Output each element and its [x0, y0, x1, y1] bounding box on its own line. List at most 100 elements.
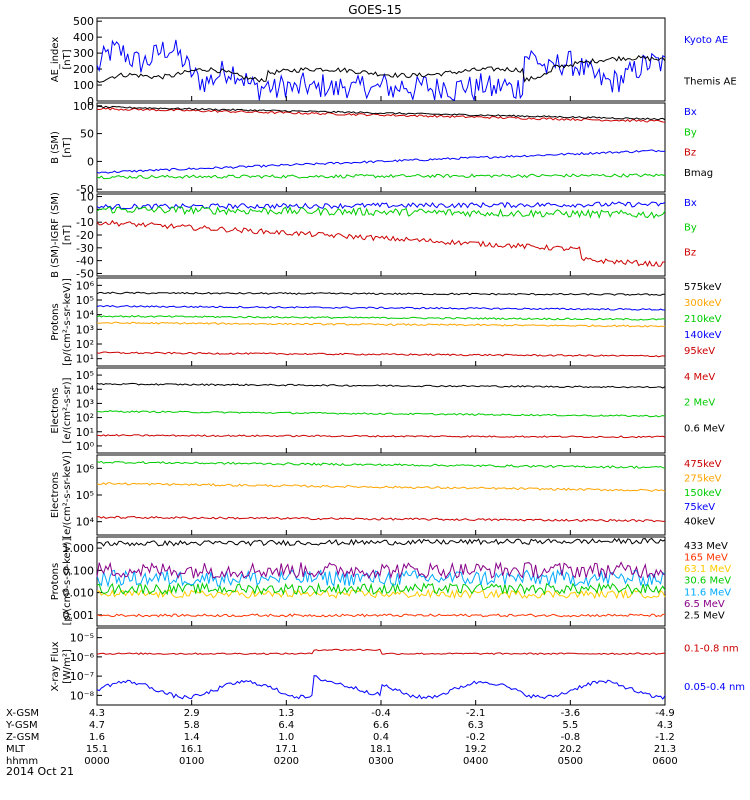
ylabel: X-ray Flux [50, 641, 61, 691]
panel-frame [96, 17, 666, 102]
series-line-Kyoto-AE [96, 39, 666, 101]
footer-cell: 6.4 [278, 720, 294, 731]
yunit: [e/(cm²-s-sr-keV)] [62, 451, 73, 539]
ytick-label: 10⁵ [76, 489, 94, 502]
legend-entry: 95keV [684, 346, 715, 357]
footer-cell: 1.6 [89, 732, 105, 743]
ytick-label: 10⁻⁶ [70, 651, 95, 664]
footer-cell: 4.7 [89, 720, 105, 731]
footer-cell: 4.3 [89, 708, 105, 719]
ylabel: Protons [50, 303, 61, 340]
ytick-label: -10 [76, 216, 94, 229]
footer-cell: 0000 [84, 756, 109, 767]
footer-cell: 2.9 [184, 708, 200, 719]
legend-entry: 75keV [684, 502, 715, 513]
footer-cell: 16.1 [181, 744, 203, 755]
legend-entry: 140keV [684, 330, 722, 341]
legend-entry: Bx [684, 107, 697, 118]
footer-cell: 6.6 [373, 720, 389, 731]
footer-cell: -4.9 [655, 708, 675, 719]
panel-2: -50 0 50 100 B (SM) [nT] Bx By Bz Bmag [50, 100, 713, 196]
panel-1: 0 100 200 300 400 500 AE_index [nT] Kyoto AE Them… [50, 15, 737, 108]
ylabel: Electrons [50, 387, 61, 433]
legend-entry: 40keV [684, 517, 715, 528]
date-label: 2014 Oct 21 [6, 765, 74, 778]
legend-entry: Bx [684, 198, 697, 209]
legend-entry: 165 MeV [684, 553, 728, 564]
series-line-Bx [96, 201, 666, 211]
footer-cell: 21.3 [654, 744, 676, 755]
ytick-label: 10³ [76, 323, 94, 336]
ytick-label: 100 [73, 100, 94, 113]
ytick-label: 500 [73, 15, 94, 28]
ytick-label: 1.000 [63, 542, 95, 555]
series-line-11.6-MeV [96, 568, 666, 588]
footer-cell: 1.4 [184, 732, 200, 743]
ylabel: Protons [50, 563, 61, 600]
footer-cell: -1.2 [655, 732, 675, 743]
series-line-0.1-0.8-nm [96, 648, 666, 655]
footer-cell: 17.1 [275, 744, 297, 755]
yunit: [nT] [62, 137, 73, 157]
ytick-label: 10⁴ [76, 516, 95, 529]
series-line-300keV [96, 321, 666, 328]
ytick-label: -50 [76, 267, 94, 280]
ylabel: AE_index [50, 37, 61, 83]
legend-entry: By [684, 223, 697, 234]
legend-entry: 30.6 MeV [684, 576, 731, 587]
legend-entry: 2.5 MeV [684, 610, 725, 621]
footer-cell: 0400 [463, 756, 488, 767]
ytick-label: 10² [76, 412, 94, 425]
ytick-label: -20 [76, 229, 94, 242]
footer-cell: 0.4 [373, 732, 389, 743]
footer-cell: 0200 [274, 756, 299, 767]
footer-label: Z-GSM [6, 732, 39, 743]
ytick-label: -40 [76, 255, 94, 268]
ytick-label: 400 [73, 31, 94, 44]
series-line-Bmag [96, 105, 666, 121]
ytick-label: 10⁴ [76, 309, 95, 322]
ytick-label: 0 [87, 95, 94, 108]
footer-cell: -0.2 [466, 732, 486, 743]
footer-cell: -0.8 [561, 732, 581, 743]
ylabel: Electrons [50, 472, 61, 518]
ytick-label: 100 [73, 79, 94, 92]
footer-label: MLT [6, 744, 26, 755]
yunit: [nT] [62, 225, 73, 245]
yunit: [W/m²] [62, 649, 73, 684]
footer-label: Y-GSM [5, 720, 38, 731]
ytick-label: 10⁶ [76, 462, 95, 475]
ytick-label: 0.001 [63, 609, 95, 622]
series-line-475keV [96, 515, 666, 523]
footer-cell: -3.6 [561, 708, 581, 719]
series-line-95keV [96, 351, 666, 358]
series-line-By [96, 205, 666, 220]
series-line-575keV [96, 291, 665, 296]
panel-frame [96, 193, 666, 277]
ytick-label: 10⁵ [76, 294, 94, 307]
series-line-275keV [96, 482, 666, 492]
footer-cell: -2.1 [466, 708, 486, 719]
ytick-label: 10⁰ [76, 440, 95, 453]
ytick-label: 10⁴ [76, 383, 95, 396]
footer-label: hhmm [6, 756, 38, 767]
series-line-Bx [96, 149, 666, 174]
series-line-165-MeV [96, 613, 666, 618]
footer-cell: 1.0 [278, 732, 294, 743]
panel-frame [96, 367, 666, 454]
ytick-label: 10⁻⁵ [70, 632, 94, 645]
footer-cell: 5.8 [184, 720, 200, 731]
yunit: [nT] [62, 49, 73, 69]
series-line-4-MeV [96, 434, 666, 439]
ytick-label: 10⁵ [76, 369, 94, 382]
footer-cell: 20.2 [559, 744, 581, 755]
footer-cell: 19.2 [465, 744, 487, 755]
legend-entry: 150keV [684, 488, 722, 499]
legend-entry: 2 MeV [684, 398, 715, 409]
legend-entry: 575keV [684, 282, 722, 293]
ytick-label: -30 [76, 242, 94, 255]
series-line-0.05-0.4-nm [96, 675, 666, 700]
series-line-63.1-MeV [96, 588, 666, 600]
